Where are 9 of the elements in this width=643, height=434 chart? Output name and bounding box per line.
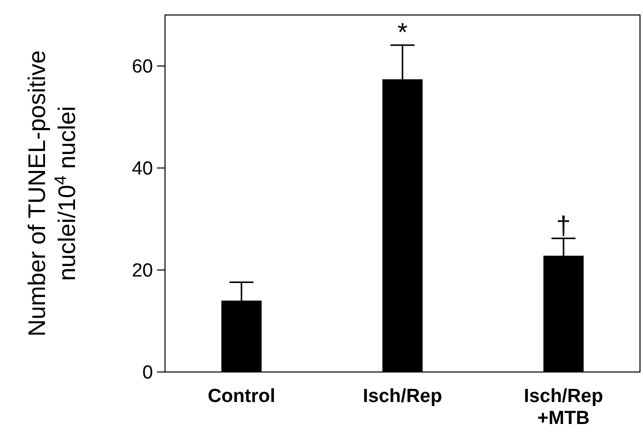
y-tick-label: 20: [132, 260, 153, 282]
annotation: †: [556, 210, 571, 240]
y-tick-label: 0: [142, 362, 153, 384]
y-tick-label: 60: [132, 56, 153, 78]
y-tick-label: 40: [132, 158, 153, 180]
annotation: *: [397, 17, 408, 48]
x-tick-label: Isch/Rep +MTB: [524, 386, 604, 429]
x-tick-label: Control: [208, 386, 276, 407]
x-tick-label: Isch/Rep: [362, 386, 442, 407]
